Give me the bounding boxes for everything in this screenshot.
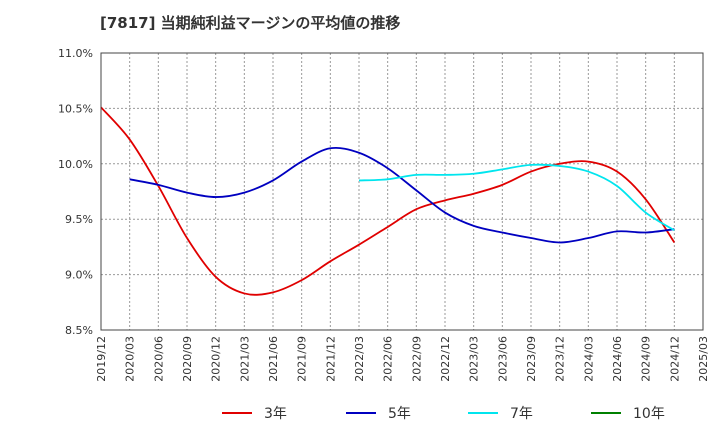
series-line-1 [129, 146, 675, 244]
x-tick-label: 2020/06 [152, 336, 165, 382]
grid-layer [101, 53, 703, 330]
x-tick-label: 2023/03 [468, 336, 481, 382]
x-tick-label: 2021/09 [296, 336, 309, 382]
x-tick-label: 2023/12 [554, 336, 567, 382]
chart-title: [7817] 当期純利益マージンの平均値の推移 [100, 14, 401, 32]
x-tick-label: 2024/12 [668, 336, 681, 382]
x-tick-label: 2021/06 [267, 336, 280, 382]
y-tick-label: 8.5% [65, 324, 93, 337]
x-tick-label: 2024/06 [611, 336, 624, 382]
x-tick-label: 2022/09 [410, 336, 423, 382]
y-tick-label: 9.5% [65, 213, 93, 226]
y-tick-label: 11.0% [58, 47, 93, 60]
y-tick-label: 10.0% [58, 158, 93, 171]
x-tick-label: 2022/12 [439, 336, 452, 382]
x-tick-label: 2023/09 [525, 336, 538, 382]
legend-label: 10年 [633, 406, 665, 422]
legend: 3年 5年 7年 10年 [222, 406, 665, 422]
plot-frame [100, 52, 704, 331]
x-tick-label: 2019/12 [95, 336, 108, 382]
x-tick-label: 2023/06 [496, 336, 509, 382]
x-tick-label: 2024/03 [582, 336, 595, 382]
legend-label: 5年 [388, 406, 411, 422]
series-layer [100, 106, 676, 296]
x-tick-label: 2021/12 [324, 336, 337, 382]
legend-label: 3年 [264, 406, 287, 422]
x-tick-label: 2022/03 [353, 336, 366, 382]
x-tick-label: 2024/09 [640, 336, 653, 382]
y-axis-ticks: 8.5% 9.0% 9.5% 10.0% 10.5% 11.0% [58, 47, 93, 337]
x-tick-label: 2021/03 [238, 336, 251, 382]
x-tick-label: 2020/12 [210, 336, 223, 382]
legend-label: 7年 [510, 406, 533, 422]
x-axis-ticks: 2019/12 2020/03 2020/06 2020/09 2020/12 2021/… [95, 336, 710, 382]
x-tick-label: 2020/03 [124, 336, 137, 382]
series-line-2 [358, 163, 675, 232]
x-tick-label: 2022/06 [382, 336, 395, 382]
y-tick-label: 9.0% [65, 269, 93, 282]
y-tick-label: 10.5% [58, 102, 93, 115]
x-tick-label: 2020/09 [181, 336, 194, 382]
series-line-0 [100, 106, 676, 296]
x-tick-label: 2025/03 [697, 336, 710, 382]
